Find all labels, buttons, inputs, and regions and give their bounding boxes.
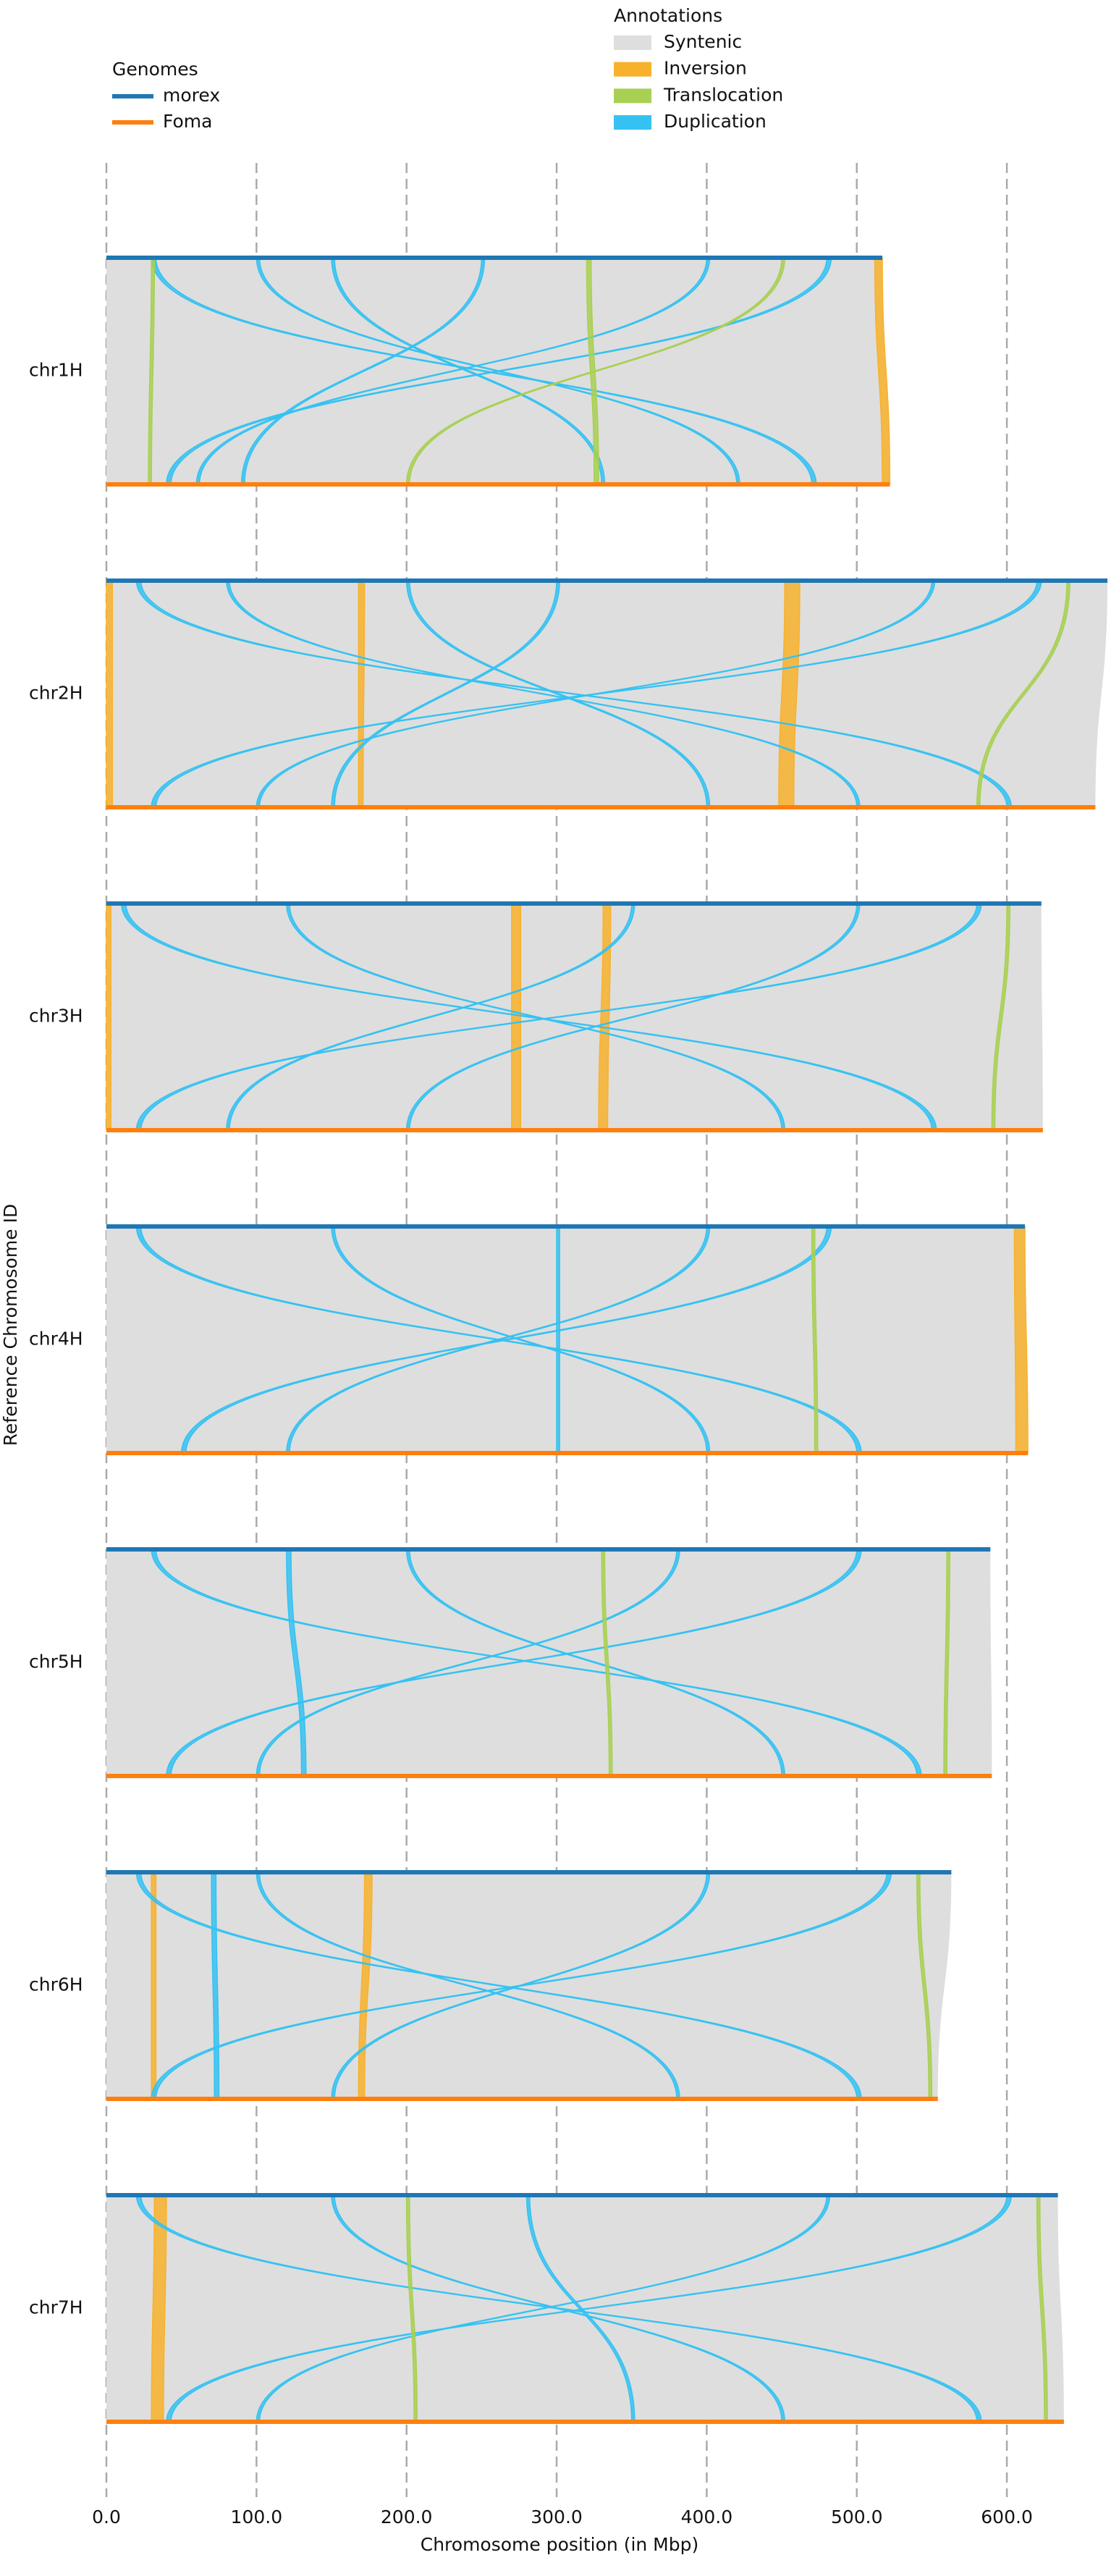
legend-label: Syntenic — [664, 31, 742, 52]
legend-label: Duplication — [664, 111, 767, 132]
legend-label: morex — [163, 85, 220, 106]
syntenic-region — [106, 1549, 992, 1776]
legend-swatch — [614, 62, 651, 77]
legend-label: Inversion — [664, 58, 747, 79]
y-tick-label: chr1H — [29, 360, 83, 381]
x-tick-label: 400.0 — [681, 2506, 733, 2527]
legend-swatch — [614, 35, 651, 50]
legend-swatch — [614, 88, 651, 104]
legend-title: Annotations — [614, 5, 722, 26]
feature-ribbon — [106, 903, 111, 1131]
feature-ribbon — [556, 1226, 560, 1454]
syntenic-region — [106, 1226, 1029, 1453]
feature-ribbon — [358, 580, 366, 808]
legend-swatch — [614, 115, 651, 130]
x-tick-label: 100.0 — [231, 2506, 283, 2527]
feature-ribbon — [511, 903, 522, 1131]
x-tick-label: 200.0 — [381, 2506, 433, 2527]
x-tick-label: 500.0 — [831, 2506, 883, 2527]
y-tick-label: chr2H — [29, 683, 83, 704]
feature-ribbon — [874, 257, 891, 485]
syntenic-region — [106, 581, 1107, 807]
x-axis-title: Chromosome position (in Mbp) — [421, 2534, 699, 2555]
legend-label: Translocation — [663, 84, 783, 105]
y-tick-label: chr4H — [29, 1329, 83, 1350]
syntenic-region — [106, 904, 1043, 1130]
y-tick-label: chr5H — [29, 1651, 83, 1672]
y-tick-label: chr3H — [29, 1006, 83, 1027]
feature-ribbon — [106, 580, 114, 808]
legend-label: Foma — [163, 111, 212, 132]
feature-ribbon — [1013, 1226, 1029, 1454]
legend-title: Genomes — [112, 59, 198, 80]
x-tick-label: 0.0 — [92, 2506, 121, 2527]
syntenic-region — [106, 1872, 952, 2099]
y-axis-title: Reference Chromosome ID — [0, 1204, 21, 1446]
x-tick-label: 300.0 — [531, 2506, 583, 2527]
x-tick-label: 600.0 — [981, 2506, 1033, 2527]
feature-ribbon — [151, 1872, 157, 2100]
y-tick-label: chr6H — [29, 1974, 83, 1995]
y-tick-label: chr7H — [29, 2297, 83, 2318]
